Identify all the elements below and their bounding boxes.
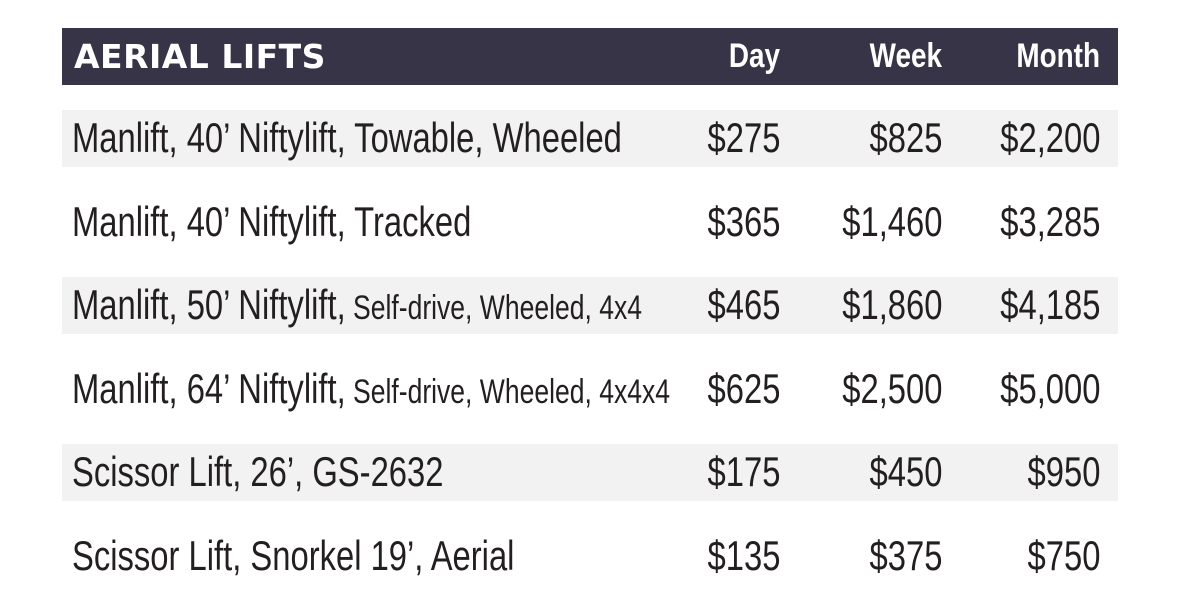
table-title: AERIAL LIFTS (74, 37, 326, 76)
item-detail: Self-drive, Wheeled, 4x4 (345, 289, 642, 328)
item-description: Manlift, 64’ Niftylift, Self-drive, Whee… (62, 364, 670, 413)
price-month: $4,185 (999, 281, 1100, 329)
column-header-day: Day (728, 37, 780, 75)
table-row: Scissor Lift, Snorkel 19’, Aerial $135 $… (62, 528, 1118, 585)
price-month: $950 (1027, 448, 1100, 496)
price-month: $2,200 (999, 114, 1100, 162)
table-row: Manlift, 64’ Niftylift, Self-drive, Whee… (62, 361, 1118, 418)
item-name: Scissor Lift, Snorkel 19’, Aerial (72, 531, 515, 579)
column-header-month: Month (1016, 37, 1100, 75)
item-name: Manlift, 40’ Niftylift, Towable, Wheeled (72, 114, 622, 162)
price-week: $375 (869, 531, 942, 579)
item-description: Manlift, 50’ Niftylift, Self-drive, Whee… (62, 281, 662, 329)
table-row: Manlift, 50’ Niftylift, Self-drive, Whee… (62, 277, 1118, 334)
item-name: Manlift, 64’ Niftylift, (72, 364, 346, 412)
price-week: $1,860 (841, 281, 942, 329)
price-week: $1,460 (841, 197, 942, 245)
item-name: Manlift, 40’ Niftylift, Tracked (72, 197, 472, 245)
item-description: Scissor Lift, Snorkel 19’, Aerial (62, 532, 662, 580)
table-row: Manlift, 40’ Niftylift, Tracked $365 $1,… (62, 194, 1118, 251)
price-table: AERIAL LIFTS Day Week Month Manlift, 40’… (62, 28, 1118, 584)
table-body: Manlift, 40’ Niftylift, Towable, Wheeled… (62, 110, 1118, 584)
item-name: Manlift, 50’ Niftylift, (72, 281, 346, 329)
price-day: $465 (707, 281, 780, 329)
price-day: $175 (707, 448, 780, 496)
price-day: $625 (707, 364, 780, 412)
price-week: $2,500 (841, 364, 942, 412)
item-name: Scissor Lift, 26’, GS-2632 (72, 448, 444, 496)
price-day: $135 (707, 531, 780, 579)
price-week: $825 (869, 114, 942, 162)
table-row: Scissor Lift, 26’, GS-2632 $175 $450 $95… (62, 444, 1118, 501)
price-month: $3,285 (999, 197, 1100, 245)
price-day: $365 (707, 197, 780, 245)
item-detail: Self-drive, Wheeled, 4x4x4 (345, 372, 670, 411)
price-month: $750 (1027, 531, 1100, 579)
item-description: Manlift, 40’ Niftylift, Tracked (62, 198, 662, 246)
price-month: $5,000 (999, 364, 1100, 412)
item-description: Scissor Lift, 26’, GS-2632 (62, 448, 662, 496)
column-header-week: Week (869, 37, 942, 75)
price-day: $275 (707, 114, 780, 162)
item-description: Manlift, 40’ Niftylift, Towable, Wheeled (62, 114, 662, 162)
table-header: AERIAL LIFTS Day Week Month (62, 28, 1118, 85)
table-row: Manlift, 40’ Niftylift, Towable, Wheeled… (62, 110, 1118, 167)
price-week: $450 (869, 448, 942, 496)
